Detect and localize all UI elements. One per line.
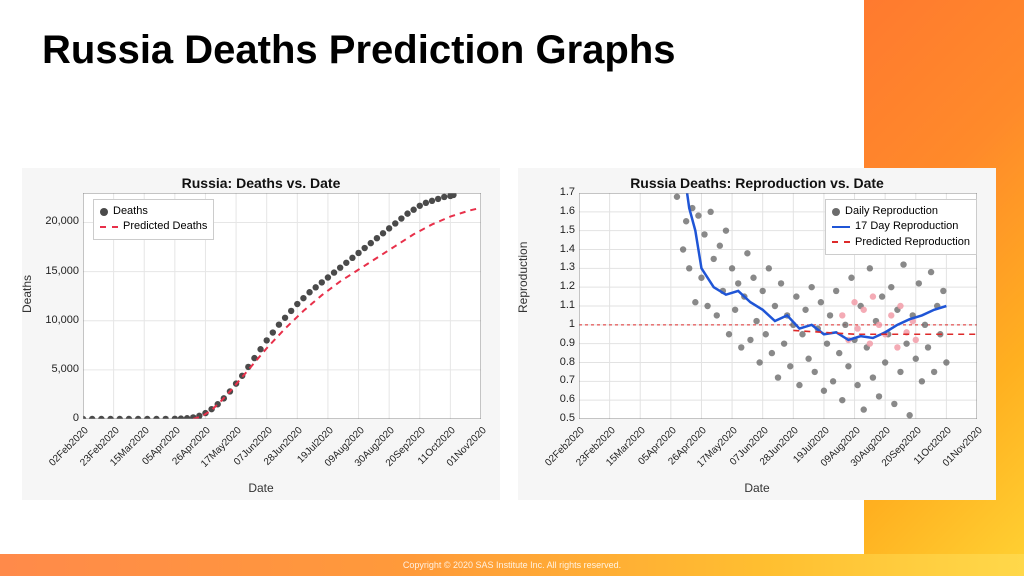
xtick-label: 15Mar2020 (95, 425, 152, 482)
slide: Russia Deaths Prediction Graphs Russia: … (0, 0, 1024, 576)
chart-deaths-plot: Deaths 05,00010,00015,00020,00002Feb2020… (29, 193, 493, 433)
chart-reproduction-title: Russia Deaths: Reproduction vs. Date (525, 175, 989, 191)
chart-deaths-title: Russia: Deaths vs. Date (29, 175, 493, 191)
legend-label: 17 Day Reproduction (855, 219, 958, 234)
page-title: Russia Deaths Prediction Graphs (42, 28, 676, 72)
chart-reproduction-plot: Reproduction 0.50.60.70.80.911.11.21.31.… (525, 193, 989, 433)
ytick-label: 1.1 (525, 299, 575, 311)
ytick-label: 15,000 (29, 265, 79, 277)
legend-label: Deaths (113, 204, 148, 219)
chart-reproduction-xlabel: Date (525, 481, 989, 495)
chart-deaths-ylabel: Deaths (20, 275, 34, 313)
ytick-label: 1.4 (525, 243, 575, 255)
ytick-label: 1.3 (525, 261, 575, 273)
legend-label: Predicted Reproduction (855, 235, 970, 250)
xtick-label: 28Jun2020 (248, 425, 305, 482)
chart-deaths: Russia: Deaths vs. Date Deaths 0 5,000 10,… (22, 168, 500, 500)
chart-legend: Daily Reproduction17 Day ReproductionPre… (825, 199, 977, 255)
legend-label: Predicted Deaths (123, 219, 207, 234)
xtick-label: 15Mar2020 (591, 425, 648, 482)
chart-legend: DeathsPredicted Deaths (93, 199, 214, 240)
chart-deaths-xlabel: Date (29, 481, 493, 495)
ytick-label: 0.9 (525, 337, 575, 349)
ytick-label: 1.7 (525, 186, 575, 198)
ytick-label: 1.2 (525, 280, 575, 292)
ytick-label: 0.8 (525, 356, 575, 368)
ytick-label: 0.5 (525, 412, 575, 424)
legend-item: Daily Reproduction (832, 204, 970, 219)
chart-reproduction: Russia Deaths: Reproduction vs. Date Rep… (518, 168, 996, 500)
ytick-label: 0.6 (525, 393, 575, 405)
xtick-label: 30Aug2020 (836, 425, 893, 482)
xtick-label: 30Aug2020 (340, 425, 397, 482)
legend-label: Daily Reproduction (845, 204, 938, 219)
ytick-label: 1 (525, 318, 575, 330)
xtick-label: 02Feb2020 (34, 425, 91, 482)
ytick-label: 5,000 (29, 363, 79, 375)
legend-item: Predicted Reproduction (832, 235, 970, 250)
ytick-label: 1.6 (525, 205, 575, 217)
ytick-label: 0 (29, 412, 79, 424)
xtick-label: 02Feb2020 (530, 425, 587, 482)
xtick-label: 28Jun2020 (744, 425, 801, 482)
footer-copyright: Copyright © 2020 SAS Institute Inc. All … (0, 554, 1024, 576)
ytick-label: 10,000 (29, 314, 79, 326)
ytick-label: 20,000 (29, 215, 79, 227)
ytick-label: 0.7 (525, 374, 575, 386)
ytick-label: 1.5 (525, 224, 575, 236)
charts-row: Russia: Deaths vs. Date Deaths 0 5,000 10,… (22, 168, 996, 500)
legend-item: 17 Day Reproduction (832, 219, 970, 234)
legend-item: Deaths (100, 204, 207, 219)
legend-item: Predicted Deaths (100, 219, 207, 234)
